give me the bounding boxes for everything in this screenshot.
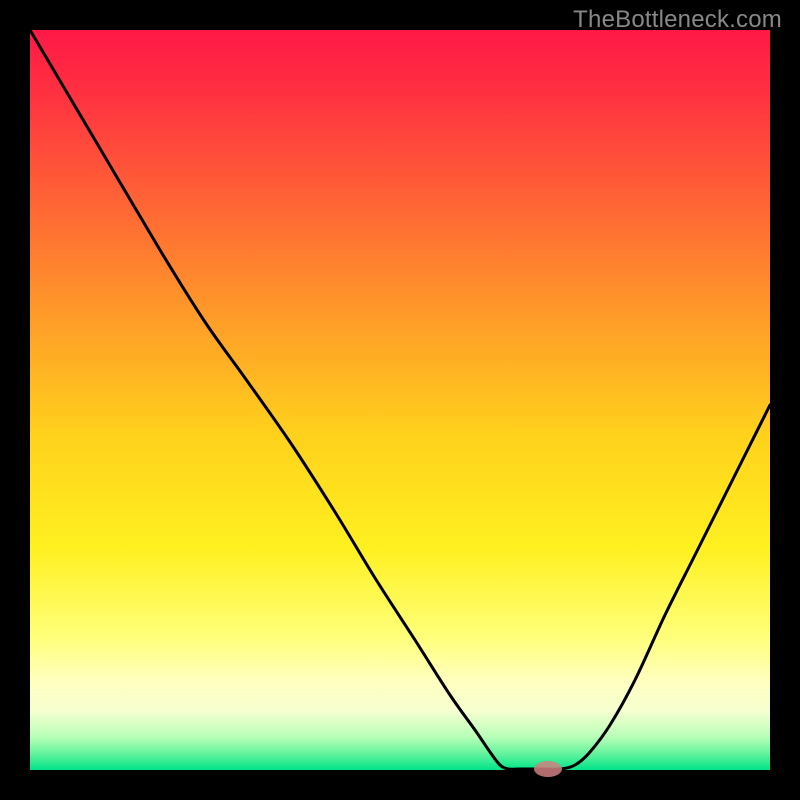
chart-wrapper: TheBottleneck.com [0,0,800,800]
plot-area [30,30,770,770]
watermark-text: TheBottleneck.com [573,6,782,34]
bottleneck-chart [0,0,800,800]
optimal-marker [534,761,562,777]
